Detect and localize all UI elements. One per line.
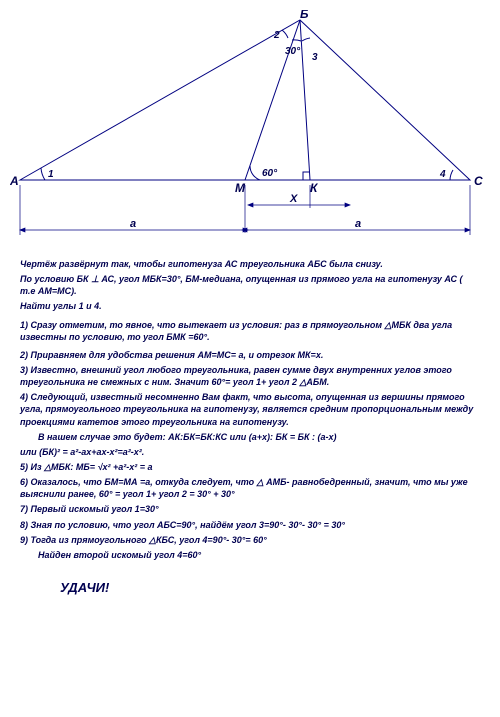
step-2: 2) Приравняем для удобства решения АМ=МС… (20, 349, 480, 361)
solution-text: Чертёж развёрнут так, чтобы гипотенуза А… (0, 250, 500, 608)
vertex-m: М (235, 181, 246, 195)
dim-a1: a (130, 218, 136, 230)
dim-x: X (289, 193, 298, 205)
angle-4-label: 4 (439, 169, 446, 180)
vertex-k: К (310, 181, 319, 195)
angle-60-label: 60° (262, 168, 278, 179)
intro-line-1: Чертёж развёрнут так, чтобы гипотенуза А… (20, 258, 480, 270)
step-3: 3) Известно, внешний угол любого треугол… (20, 364, 480, 388)
step-4b: В нашем случае это будет: АК:БК=БК:КС ил… (20, 431, 480, 443)
vertex-b: Б (300, 10, 309, 21)
step-6: 6) Оказалось, что БМ=МА =а, откуда следу… (20, 476, 480, 500)
step-5: 5) Из △МБК: МБ= √х² +а²-х² = а (20, 461, 480, 473)
angle-1-label: 1 (48, 169, 54, 180)
step-4c: или (БК)² = а²-ах+ах-х²=а²-х². (20, 446, 480, 458)
dim-a2: a (355, 218, 361, 230)
footer-text: УДАЧИ! (60, 579, 480, 597)
vertex-a: А (10, 174, 19, 188)
step-10: Найден второй искомый угол 4=60° (20, 549, 480, 561)
step-1: 1) Сразу отметим, то явное, что вытекает… (20, 319, 480, 343)
step-9: 9) Тогда из прямоугольного △КБС, угол 4=… (20, 534, 480, 546)
angle-2-label: 2 (273, 30, 280, 41)
angle-3-label: 3 (312, 52, 318, 63)
angle-30-label: 30° (285, 46, 301, 57)
vertex-c: С (474, 174, 483, 188)
step-8: 8) Зная по условию, что угол АБС=90°, на… (20, 519, 480, 531)
intro-line-2: По условию БК ⊥ АС, угол МБК=30°, БМ-мед… (20, 273, 480, 297)
geometry-diagram: А Б С М К 1 2 3 4 30° 60° X a a (10, 10, 490, 250)
step-7: 7) Первый искомый угол 1=30° (20, 503, 480, 515)
intro-line-3: Найти углы 1 и 4. (20, 300, 480, 312)
step-4a: 4) Следующий, известный несомненно Вам ф… (20, 391, 480, 427)
